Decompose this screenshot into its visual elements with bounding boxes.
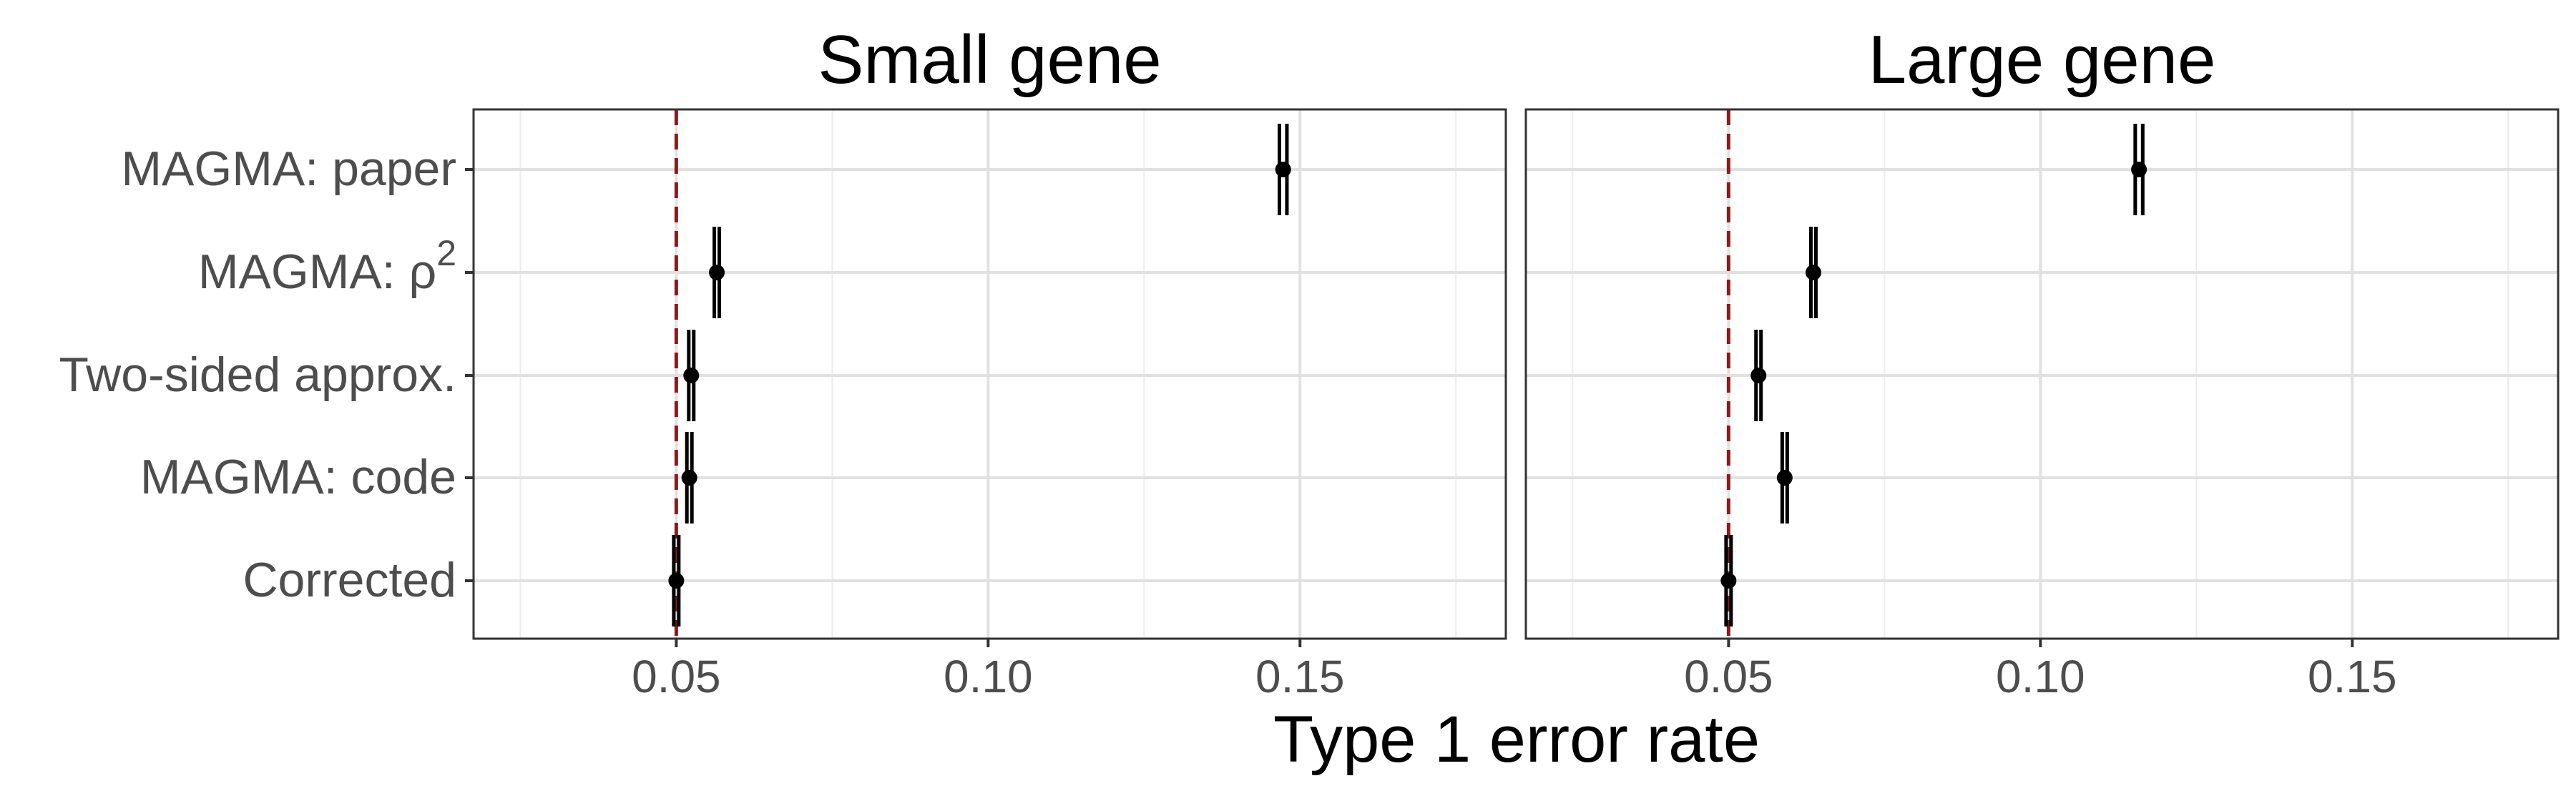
- data-point: [2131, 124, 2148, 215]
- x-axis-title: Type 1 error rate: [1273, 703, 1760, 776]
- panel-small-gene: Small gene 0.05 0.10 0.15: [472, 21, 1507, 702]
- data-point: [1720, 535, 1737, 627]
- point-estimate: [1720, 573, 1737, 589]
- x-tick-label: 0.15: [1255, 651, 1345, 702]
- point-estimate: [709, 265, 725, 280]
- point-estimate: [1805, 265, 1821, 280]
- x-tick-label: 0.10: [1996, 651, 2085, 702]
- point-estimate: [1776, 470, 1793, 486]
- y-tick-label: MAGMA: paper: [121, 142, 456, 196]
- x-tick-label: 0.05: [1684, 651, 1773, 702]
- panels: Small gene 0.05 0.10 0.15 Large gene 0.05 0.10…: [472, 21, 2560, 702]
- panel-title: Small gene: [818, 21, 1161, 98]
- y-tick-label: MAGMA: code: [140, 450, 456, 504]
- y-tick-label: Corrected: [243, 553, 456, 607]
- data-point: [1805, 227, 1821, 318]
- data-point: [668, 535, 685, 627]
- x-tick-label: 0.10: [944, 651, 1033, 702]
- point-estimate: [1750, 368, 1767, 383]
- x-tick-label: 0.15: [2308, 651, 2397, 702]
- data-point: [1776, 432, 1793, 524]
- point-estimate: [668, 573, 685, 589]
- data-point: [683, 330, 700, 421]
- x-tick-label: 0.05: [632, 651, 721, 702]
- y-tick-label: MAGMA: ρ2: [198, 233, 456, 299]
- point-estimate: [1275, 162, 1291, 177]
- data-point: [1750, 330, 1767, 421]
- data-point: [709, 227, 725, 318]
- y-tick-label: Two-sided approx.: [59, 348, 456, 402]
- data-point: [681, 432, 697, 524]
- panel-large-gene: Large gene 0.05 0.10 0.15: [1524, 21, 2560, 702]
- panel-title: Large gene: [1869, 21, 2216, 98]
- y-axis-labels: MAGMA: paper MAGMA: ρ2 Two-sided approx. MA…: [59, 142, 474, 607]
- point-estimate: [2131, 162, 2148, 177]
- point-estimate: [683, 368, 700, 383]
- data-point: [1275, 124, 1291, 215]
- panel-border: [1524, 108, 2560, 640]
- point-estimate: [681, 470, 697, 486]
